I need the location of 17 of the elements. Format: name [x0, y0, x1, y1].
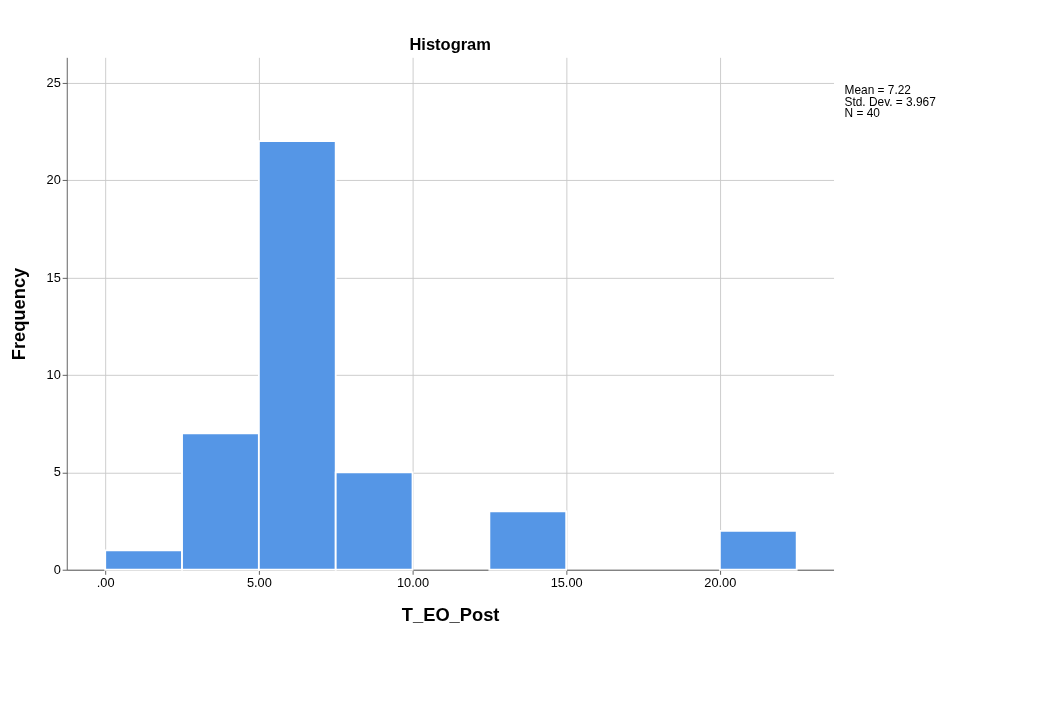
y-axis-title: Frequency — [7, 266, 29, 361]
x-tick-label: 20.00 — [704, 574, 737, 590]
y-tick-label: 5 — [53, 464, 61, 480]
text: N = 40 — [844, 106, 881, 121]
text: Std. Dev. = 3.967 — [844, 94, 936, 109]
x-tick-label: .00 — [96, 574, 115, 590]
y-tick-label: 0 — [53, 561, 61, 577]
y-tick-label: 20 — [46, 172, 61, 188]
y-tick-label: 10 — [46, 367, 61, 383]
y-tick-label: 25 — [46, 74, 61, 90]
x-tick-label: 15.00 — [550, 574, 583, 590]
text: Mean = 7.22 — [844, 82, 911, 97]
chart-title: Histogram — [409, 35, 491, 54]
x-tick-label: 10.00 — [396, 574, 430, 590]
x-axis-title: T_EO_Post — [401, 603, 500, 625]
x-tick-label: 5.00 — [246, 574, 272, 590]
y-tick-label: 15 — [46, 269, 61, 285]
